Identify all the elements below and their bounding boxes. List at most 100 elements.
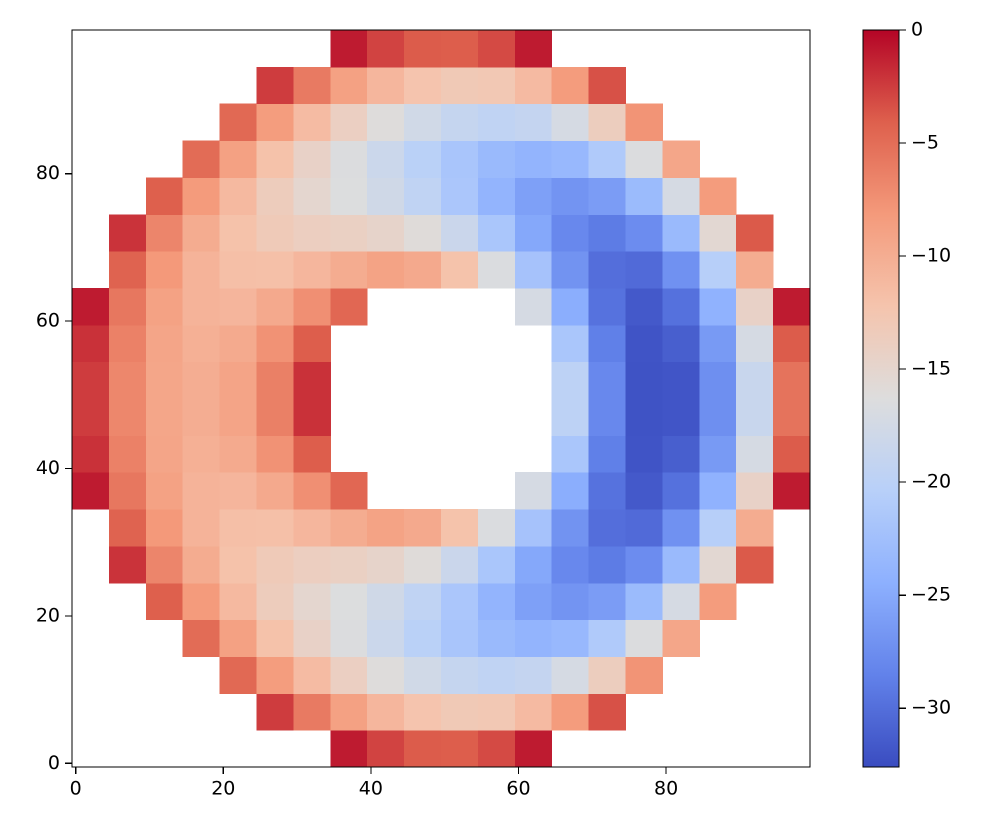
heatmap-cell	[256, 509, 294, 547]
heatmap-cell	[662, 251, 700, 289]
heatmap-cell	[108, 545, 147, 584]
x-tick-label: 40	[359, 778, 383, 800]
heatmap-cell	[145, 398, 184, 436]
colorbar-tick-label: −20	[911, 471, 951, 493]
heatmap-cell	[441, 30, 479, 68]
heatmap-cell	[256, 472, 294, 510]
heatmap-cell	[367, 582, 405, 621]
heatmap-cell	[514, 693, 553, 731]
heatmap-cell	[182, 287, 221, 326]
heatmap-cell	[256, 66, 294, 105]
heatmap-cell	[588, 509, 626, 547]
heatmap-cell	[514, 472, 553, 510]
heatmap-cell	[182, 251, 221, 289]
heatmap-cell	[182, 582, 221, 621]
heatmap-cell	[256, 693, 294, 731]
heatmap-cell	[588, 177, 626, 215]
y-tick-label: 60	[36, 310, 60, 332]
heatmap-cell	[182, 545, 221, 584]
heatmap-cell	[441, 545, 479, 584]
heatmap-cell	[588, 693, 626, 731]
heatmap-cell	[551, 435, 590, 473]
heatmap-cell	[256, 582, 294, 621]
heatmap-cell	[441, 251, 479, 289]
heatmap-cell	[514, 251, 553, 289]
heatmap-cell	[699, 582, 737, 621]
heatmap-cell	[145, 324, 184, 363]
heatmap-cell	[404, 619, 442, 657]
heatmap-cell	[330, 140, 368, 178]
heatmap-cell	[330, 251, 368, 289]
heatmap-cell	[736, 545, 774, 584]
heatmap-cell	[514, 509, 553, 547]
heatmap-cell	[773, 435, 811, 473]
heatmap-cell	[625, 619, 663, 657]
heatmap-cell	[662, 287, 700, 326]
heatmap-cell	[477, 730, 516, 768]
x-tick-label: 60	[506, 778, 530, 800]
heatmap-cell	[145, 251, 184, 289]
heatmap-cell	[108, 324, 147, 363]
heatmap-cell	[441, 656, 479, 694]
heatmap-cell	[219, 214, 257, 252]
heatmap-cell	[662, 509, 700, 547]
y-tick-label: 40	[36, 457, 60, 479]
heatmap-cell	[514, 177, 553, 215]
heatmap-cell	[699, 177, 737, 215]
heatmap-cell	[514, 103, 553, 142]
heatmap-cell	[477, 693, 516, 731]
heatmap-cell	[588, 287, 626, 326]
heatmap-cell	[330, 472, 368, 510]
heatmap-cell	[773, 324, 811, 363]
heatmap-cell	[625, 435, 663, 473]
heatmap-cell	[441, 582, 479, 621]
heatmap-cell	[441, 103, 479, 142]
heatmap-cell	[662, 140, 700, 178]
heatmap-cell	[330, 30, 368, 68]
heatmap-cell	[330, 66, 368, 105]
heatmap-cell	[108, 398, 147, 436]
heatmap-cell	[108, 251, 147, 289]
heatmap-cell	[662, 582, 700, 621]
heatmap-cell	[477, 619, 516, 657]
heatmap-cell	[588, 214, 626, 252]
heatmap-cell	[551, 251, 590, 289]
heatmap-cell	[625, 287, 663, 326]
heatmap-cell	[588, 472, 626, 510]
heatmap-cell	[182, 140, 221, 178]
heatmap-cell	[736, 435, 774, 473]
heatmap-cell	[551, 693, 590, 731]
heatmap-cell	[699, 435, 737, 473]
heatmap-cell	[293, 545, 331, 584]
heatmap-cell	[477, 140, 516, 178]
heatmap-cell	[404, 140, 442, 178]
heatmap-cell	[219, 656, 257, 694]
heatmap-cell	[625, 214, 663, 252]
heatmap-cell	[699, 545, 737, 584]
heatmap-cell	[625, 361, 663, 399]
heatmap-cell	[145, 177, 184, 215]
heatmap-cell	[625, 177, 663, 215]
heatmap-cell	[477, 177, 516, 215]
heatmap-cell	[293, 509, 331, 547]
heatmap-cell	[145, 472, 184, 510]
heatmap-cell	[108, 509, 147, 547]
heatmap-cell	[293, 66, 331, 105]
heatmap-cell	[551, 214, 590, 252]
heatmap-cell	[182, 324, 221, 363]
heatmap-cell	[441, 66, 479, 105]
heatmap-cell	[293, 214, 331, 252]
heatmap-cell	[551, 656, 590, 694]
heatmap-cell	[404, 214, 442, 252]
heatmap-cell	[588, 656, 626, 694]
heatmap-cell	[182, 398, 221, 436]
heatmap-cell	[72, 287, 110, 326]
heatmap-cell	[514, 730, 553, 768]
heatmap-cell	[662, 435, 700, 473]
heatmap-cell	[736, 398, 774, 436]
heatmap-cell	[736, 214, 774, 252]
heatmap-cell	[256, 251, 294, 289]
heatmap-cell	[551, 287, 590, 326]
heatmap-cell	[293, 656, 331, 694]
